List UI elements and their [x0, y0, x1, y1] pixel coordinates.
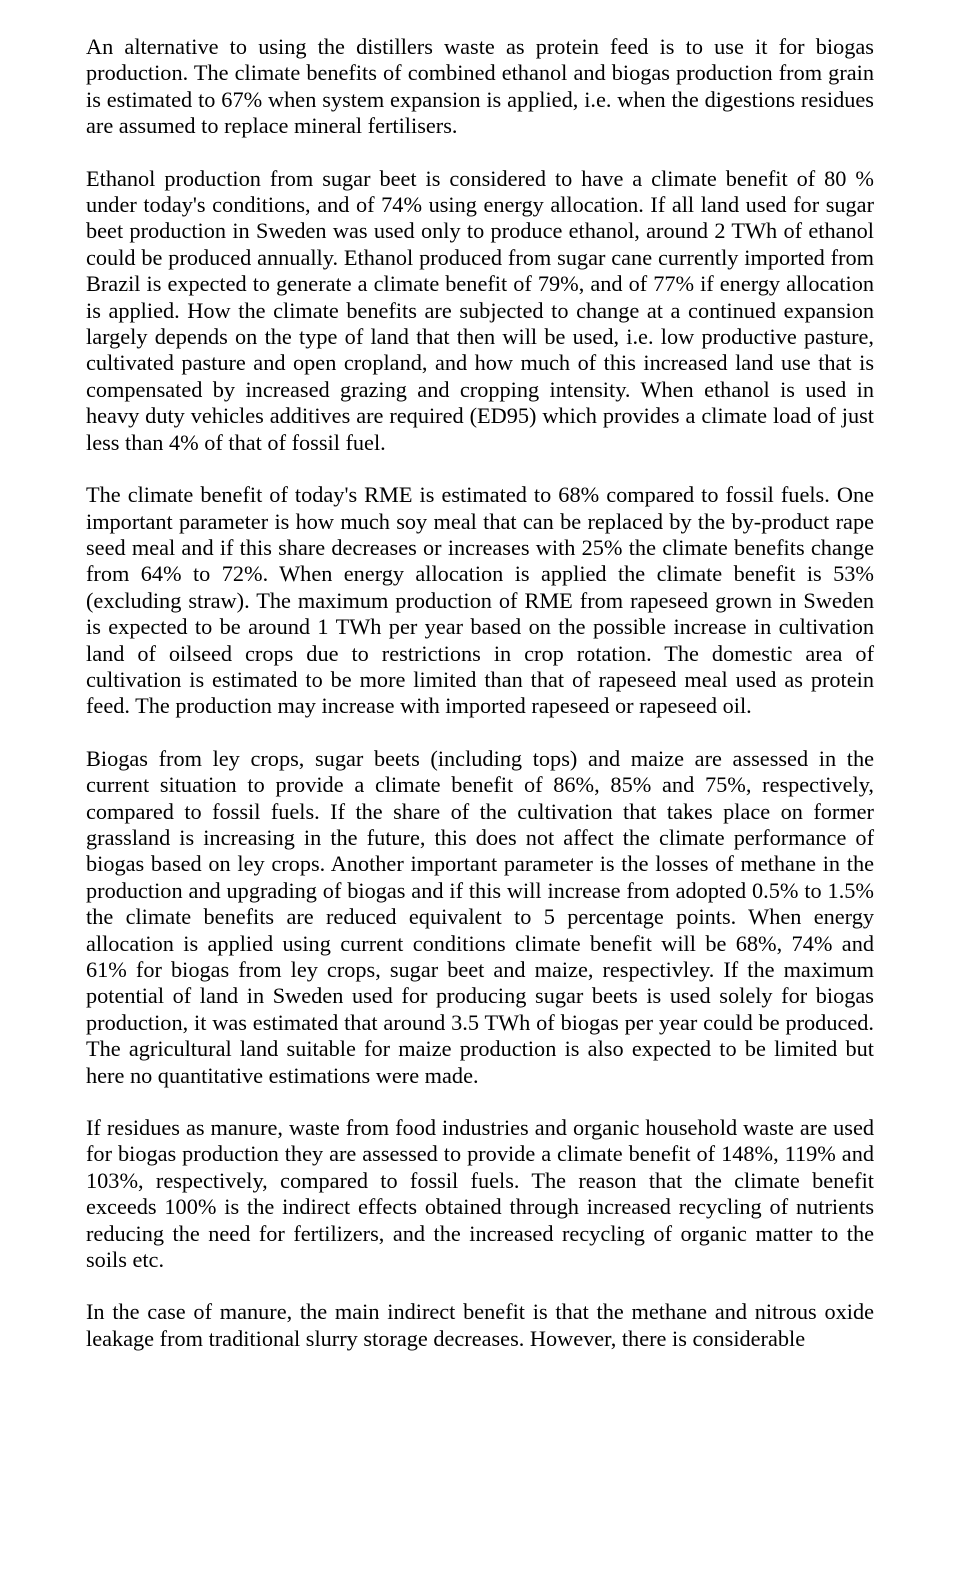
paragraph: An alternative to using the distillers w… [86, 34, 874, 140]
paragraph: If residues as manure, waste from food i… [86, 1115, 874, 1273]
paragraph: Biogas from ley crops, sugar beets (incl… [86, 746, 874, 1089]
document-page: An alternative to using the distillers w… [0, 0, 960, 1575]
paragraph: In the case of manure, the main indirect… [86, 1299, 874, 1352]
paragraph: The climate benefit of today's RME is es… [86, 482, 874, 720]
paragraph: Ethanol production from sugar beet is co… [86, 166, 874, 456]
